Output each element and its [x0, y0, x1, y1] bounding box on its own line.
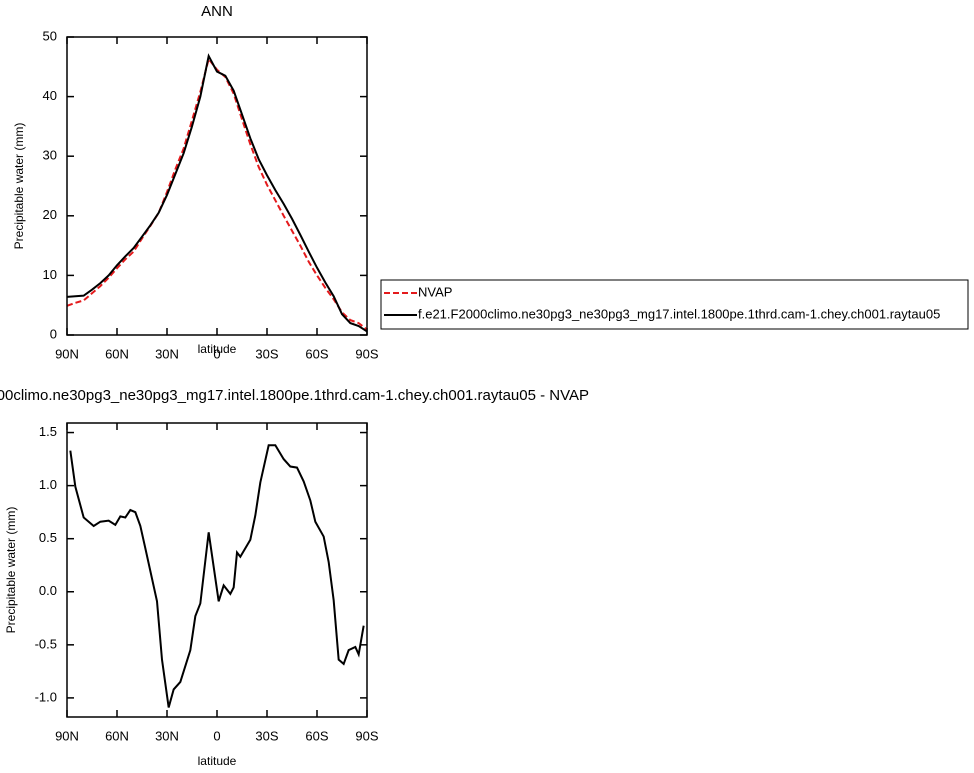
x-tick-label: 0: [213, 346, 220, 361]
x-tick-label: 60N: [105, 346, 129, 361]
y-tick-label: 50: [43, 28, 57, 43]
data-line: [66, 53, 368, 333]
x-tick-label: 30N: [155, 346, 179, 361]
y-tick-label: 0: [50, 326, 57, 341]
x-axis-label: latitude: [198, 342, 237, 356]
y-axis-label: Precipitable water (mm): [4, 507, 18, 634]
x-tick-label: 90S: [355, 346, 378, 361]
data-line: [66, 56, 368, 331]
x-tick-label: 30S: [255, 728, 278, 743]
x-tick-label: 90S: [355, 728, 378, 743]
plot-frame: [66, 36, 368, 336]
y-tick-label: -1.0: [35, 689, 57, 704]
y-tick-label: -0.5: [35, 636, 57, 651]
chart-title: ANN: [201, 3, 233, 20]
y-tick-label: 1.5: [39, 424, 57, 439]
y-tick-label: 10: [43, 267, 57, 282]
y-tick-label: 20: [43, 207, 57, 222]
legend-label: NVAP: [418, 284, 452, 299]
x-tick-label: 60N: [105, 728, 129, 743]
legend-label: f.e21.F2000climo.ne30pg3_ne30pg3_mg17.in…: [418, 306, 940, 321]
data-line: [69, 444, 365, 708]
y-tick-label: 0.5: [39, 530, 57, 545]
y-tick-label: 1.0: [39, 477, 57, 492]
x-tick-label: 30N: [155, 728, 179, 743]
x-tick-label: 90N: [55, 728, 79, 743]
x-tick-label: 90N: [55, 346, 79, 361]
y-tick-label: 0.0: [39, 583, 57, 598]
plot-frame: [66, 422, 368, 718]
x-tick-label: 0: [213, 728, 220, 743]
legend-box: [380, 279, 969, 330]
x-tick-label: 30S: [255, 346, 278, 361]
x-axis-label: latitude: [198, 754, 237, 768]
y-tick-label: 30: [43, 148, 57, 163]
y-axis-label: Precipitable water (mm): [12, 123, 26, 250]
x-tick-label: 60S: [305, 728, 328, 743]
x-tick-label: 60S: [305, 346, 328, 361]
chart-title: f.e21.F2000climo.ne30pg3_ne30pg3_mg17.in…: [0, 387, 589, 404]
y-tick-label: 40: [43, 88, 57, 103]
